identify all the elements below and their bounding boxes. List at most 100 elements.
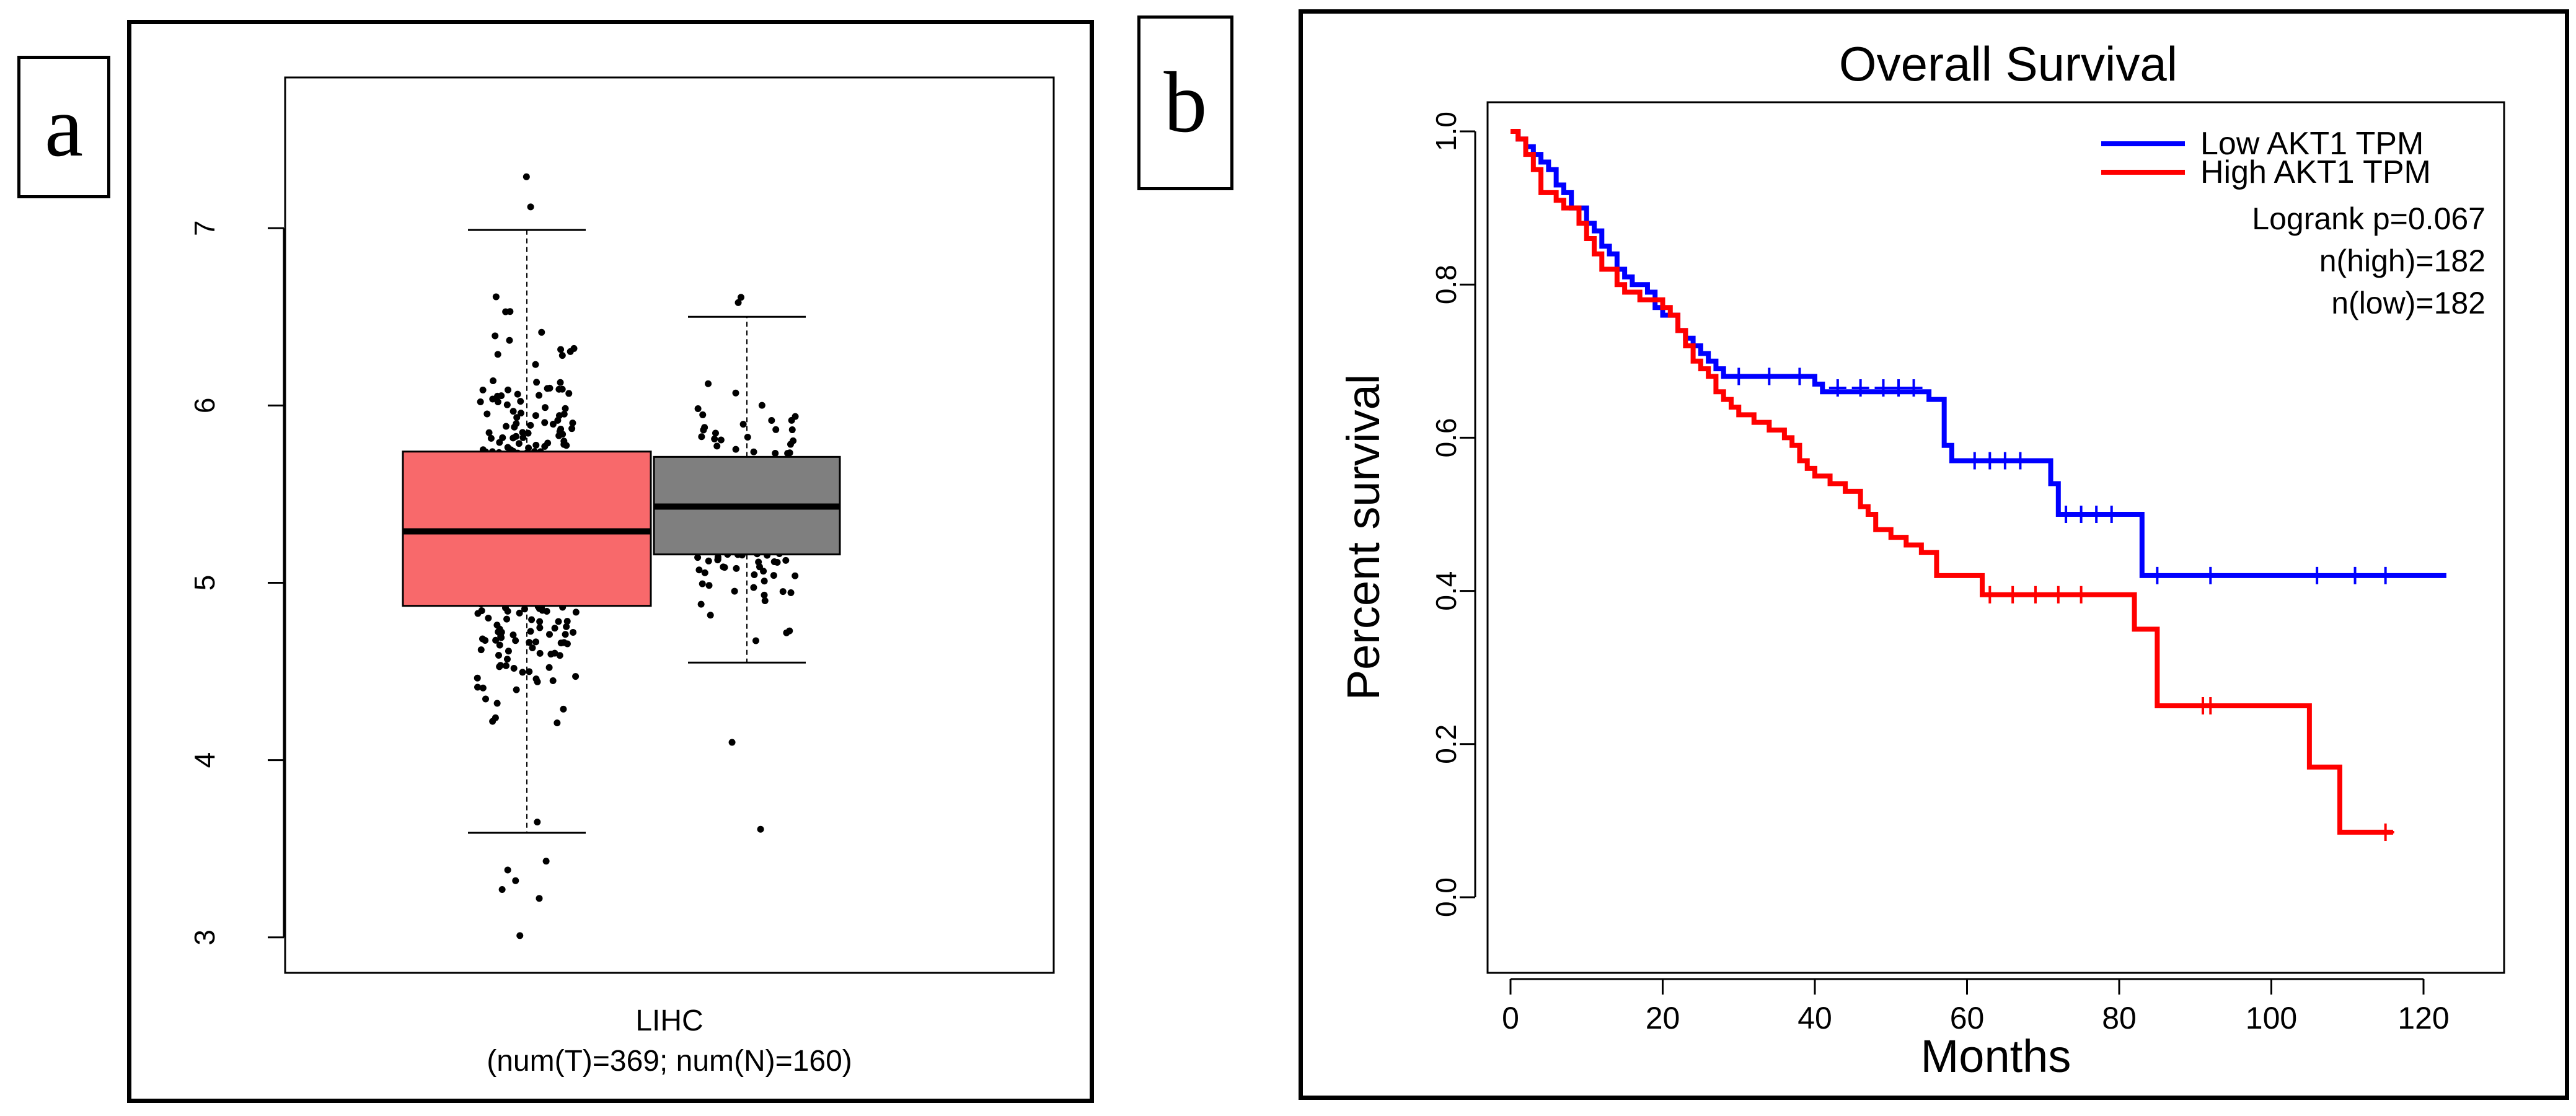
jitter-point <box>503 615 511 623</box>
jitter-point <box>555 432 563 439</box>
km-line-high <box>1511 129 2393 835</box>
km-x-tick-label: 20 <box>1646 1001 1680 1035</box>
jitter-point <box>555 618 562 625</box>
jitter-point <box>513 433 520 440</box>
outlier-point <box>523 173 530 180</box>
legend-n-high: n(high)=182 <box>2319 244 2486 278</box>
jitter-point <box>545 631 553 638</box>
jitter-point <box>494 351 501 358</box>
jitter-point <box>477 398 484 405</box>
jitter-point <box>495 652 503 659</box>
jitter-point <box>701 569 708 576</box>
km-censors <box>1730 367 2394 841</box>
km-censor-mark <box>2376 566 2394 584</box>
box-y-tick-label: 7 <box>188 220 221 236</box>
km-x-tick-label: 0 <box>1502 1001 1519 1035</box>
jitter-point <box>568 425 576 433</box>
jitter-point <box>761 578 768 585</box>
jitter-point <box>784 450 792 457</box>
jitter-point <box>493 700 501 707</box>
jitter-point <box>499 434 506 441</box>
outlier-point <box>512 877 519 884</box>
jitter-point <box>547 651 555 658</box>
jitter-point <box>760 568 767 575</box>
jitter-point <box>478 607 485 615</box>
jitter-point <box>572 609 580 616</box>
outlier-point <box>504 866 511 874</box>
jitter-point <box>512 637 519 644</box>
jitter-point <box>788 426 796 434</box>
km-chart: Overall Survival 0.0 0.2 0.4 0.6 0.8 1.0 0 20 4… <box>1338 37 2505 1082</box>
km-censor-mark <box>1828 379 1846 397</box>
km-censor-mark <box>1965 452 1983 470</box>
jitter-point <box>498 634 505 641</box>
jitter-point <box>494 398 501 406</box>
jitter-point <box>732 446 739 453</box>
jitter-point <box>557 379 564 386</box>
jitter-point <box>699 580 706 587</box>
km-censor-mark <box>2346 566 2364 584</box>
km-censor-mark <box>2011 452 2029 470</box>
km-title: Overall Survival <box>1839 37 2177 91</box>
jitter-point <box>549 421 557 428</box>
jitter-point <box>744 433 751 441</box>
jitter-point <box>516 609 523 617</box>
jitter-point <box>492 636 500 644</box>
box-plot-chart: 3 4 5 6 7 LIHC (num(T)=369; num(N)=160) <box>188 76 1055 1078</box>
jitter-point <box>527 628 534 635</box>
jitter-point <box>712 429 719 437</box>
jitter-point <box>536 392 543 399</box>
jitter-point <box>711 435 718 442</box>
panel-a-letter-box: a <box>17 56 110 198</box>
jitter-point <box>527 421 534 429</box>
km-y-axis: 0.0 0.2 0.4 0.6 0.8 1.0 <box>1430 112 1476 917</box>
jitter-point <box>768 416 775 424</box>
jitter-point <box>560 705 567 713</box>
box-y-axis: 3 4 5 6 7 <box>188 220 285 946</box>
jitter-point <box>695 566 703 574</box>
jitter-point <box>506 336 513 344</box>
jitter-point <box>502 423 509 430</box>
km-censor-mark <box>1791 367 1809 385</box>
jitter-point <box>513 686 520 693</box>
jitter-point <box>770 572 777 579</box>
jitter-point <box>541 419 549 426</box>
km-x-tick-label: 60 <box>1950 1001 1985 1035</box>
jitter-point <box>545 664 553 671</box>
jitter-point <box>502 662 509 669</box>
jitter-point <box>505 386 512 393</box>
jitter-point <box>569 420 576 427</box>
jitter-point <box>492 714 499 721</box>
jitter-point <box>567 348 574 355</box>
jitter-point <box>731 587 738 595</box>
box-y-tick-label: 3 <box>188 929 221 946</box>
panel-b-letter: b <box>1163 55 1207 151</box>
jitter-point <box>505 648 512 655</box>
jitter-point <box>565 390 573 397</box>
km-y-tick-label: 1.0 <box>1430 112 1462 151</box>
jitter-point <box>790 437 797 444</box>
jitter-point <box>572 673 580 680</box>
jitter-point <box>549 677 557 684</box>
jitter-point <box>717 436 725 444</box>
jitter-point <box>519 429 526 436</box>
km-censor-mark <box>2049 586 2067 604</box>
jitter-point <box>782 556 790 564</box>
jitter-point <box>698 433 705 441</box>
jitter-point <box>705 557 712 565</box>
box-y-tick-label: 4 <box>188 752 221 768</box>
km-x-tick-label: 100 <box>2246 1001 2297 1035</box>
km-censor-mark <box>2057 506 2075 523</box>
km-censor-mark <box>2026 586 2044 604</box>
outlier-point <box>737 294 744 301</box>
jitter-point <box>490 377 497 384</box>
km-censor-mark <box>2376 823 2394 841</box>
jitter-point <box>707 612 714 619</box>
km-censor-mark <box>2308 566 2326 584</box>
jitter-point <box>477 646 485 654</box>
km-censor-mark <box>1760 367 1778 385</box>
jitter-point <box>733 565 740 572</box>
km-lines <box>1511 129 2446 835</box>
legend-high-label: High AKT1 TPM <box>2200 154 2431 190</box>
